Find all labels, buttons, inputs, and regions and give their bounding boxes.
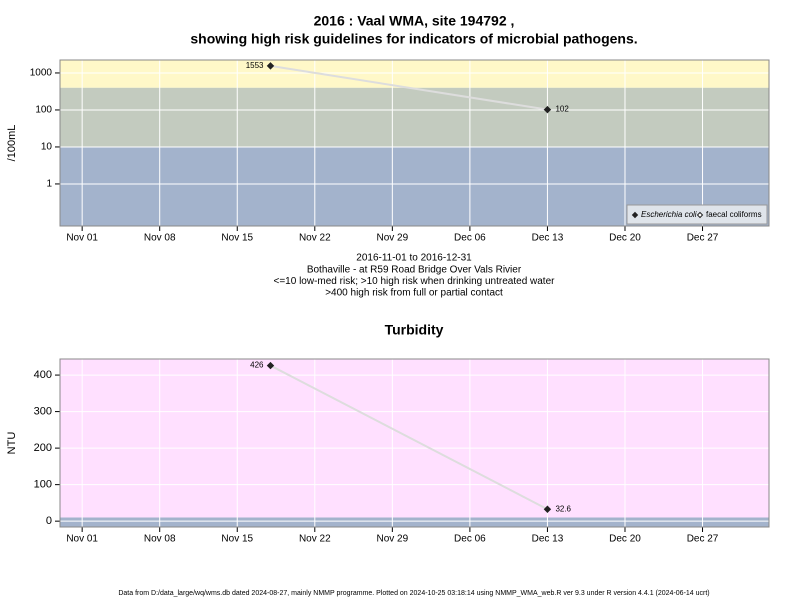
plot-frame [59,59,770,227]
risk-band [60,517,769,527]
y-tick-label: 200 [34,442,52,454]
x-tick-label: Dec 27 [687,534,719,545]
chart-title: Turbidity [385,322,444,338]
data-point [266,361,275,370]
legend-marker [631,211,639,219]
risk-band [60,87,769,147]
data-label: 426 [250,361,264,370]
y-tick-label: 10 [41,142,53,153]
x-tick-label: Dec 06 [454,233,486,244]
chart-note: Bothaville - at R59 Road Bridge Over Val… [307,264,522,275]
x-tick-label: Nov 08 [144,534,176,545]
y-tick-label: 400 [34,369,52,381]
chart-note: 2016-11-01 to 2016-12-31 [356,253,472,264]
y-tick-label: 1000 [30,68,53,79]
chart-note: >400 high risk from full or partial cont… [325,288,503,299]
x-tick-label: Dec 13 [532,233,564,244]
chart-title: showing high risk guidelines for indicat… [190,31,637,47]
x-tick-label: Nov 01 [66,233,98,244]
chart-title: 2016 : Vaal WMA, site 194792 , [314,13,515,29]
x-tick-label: Nov 01 [66,534,98,545]
x-tick-label: Nov 22 [299,233,331,244]
data-point [266,62,275,70]
x-tick-label: Nov 15 [221,534,253,545]
x-tick-label: Dec 20 [609,233,641,244]
series-line [270,64,548,111]
y-tick-label: 0 [46,515,52,527]
data-point [543,505,552,513]
plot-frame [59,358,770,528]
series-line [270,364,548,511]
x-tick-label: Nov 29 [377,534,409,545]
x-tick-label: Dec 06 [454,534,486,545]
x-tick-label: Dec 13 [532,534,564,545]
legend-box [626,204,768,225]
y-tick-label: 100 [35,105,52,116]
y-axis-label: /100mL [6,125,18,162]
chart-note: <=10 low-med risk; >10 high risk when dr… [274,276,556,287]
data-point [543,105,552,114]
y-tick-label: 1 [46,179,52,190]
x-tick-label: Dec 27 [687,233,719,244]
x-tick-label: Nov 08 [144,233,176,244]
data-label: 102 [555,105,569,114]
footer: Data from D:/data_large/wq/wms.db dated … [118,590,709,597]
y-axis-label: NTU [6,432,18,455]
risk-band [60,359,769,518]
legend-marker [696,211,704,219]
legend-label: Escherichia coli [641,210,697,219]
data-label: 32.6 [555,504,571,513]
x-tick-label: Nov 15 [221,233,253,244]
x-tick-label: Nov 29 [377,233,409,244]
risk-band [60,60,769,88]
x-tick-label: Nov 22 [299,534,331,545]
y-tick-label: 300 [34,405,52,417]
legend-label: faecal coliforms [706,210,762,219]
data-label: 1553 [246,61,264,70]
y-tick-label: 100 [34,479,52,491]
x-tick-label: Dec 20 [609,534,641,545]
